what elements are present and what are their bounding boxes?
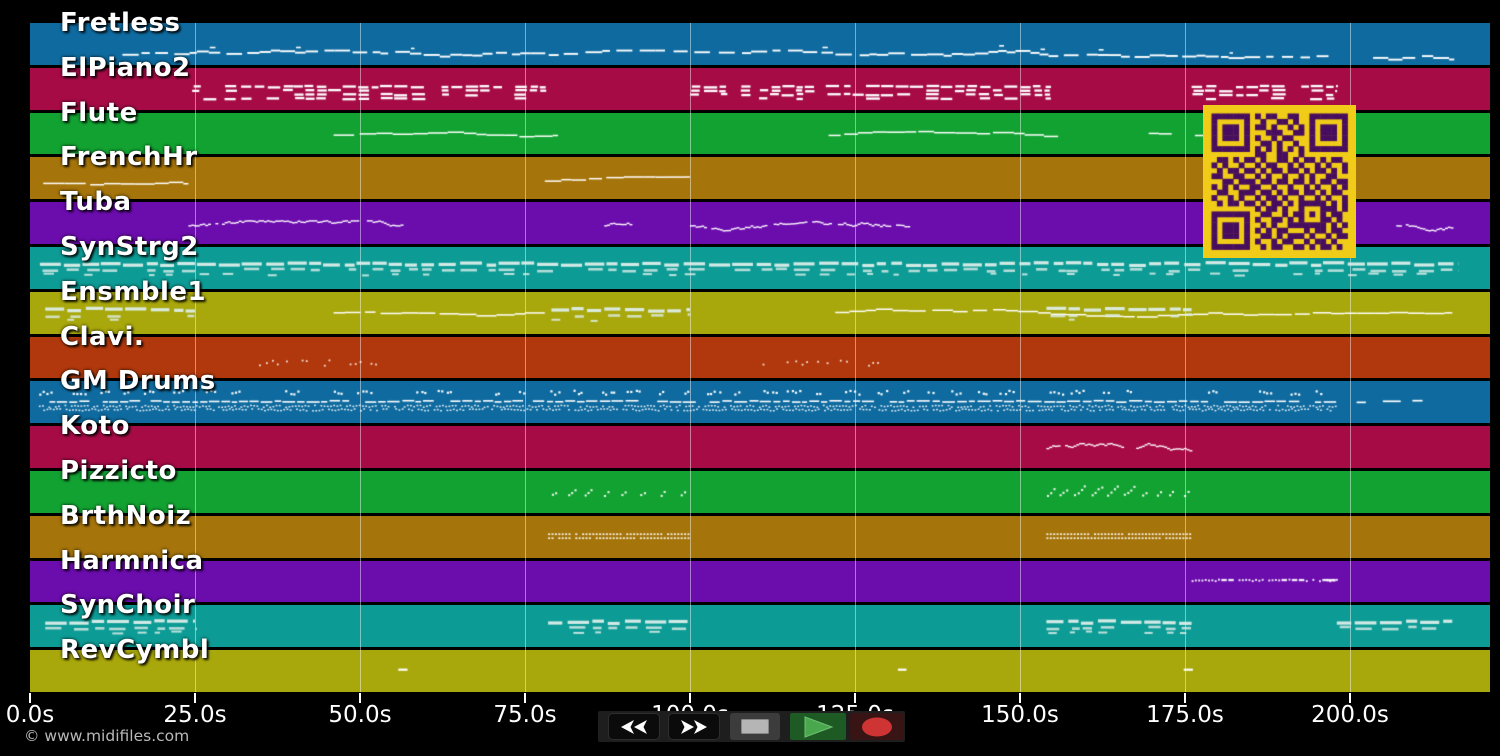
record-button[interactable] — [850, 713, 903, 740]
track-label: SynChoir — [60, 590, 196, 621]
track-label: Harmnica — [60, 545, 204, 576]
stop-button[interactable] — [730, 713, 780, 740]
rewind-icon — [621, 719, 647, 734]
rewind-button[interactable] — [608, 713, 660, 740]
track-label: FrenchHr — [60, 142, 198, 173]
transport-bar — [598, 711, 905, 742]
track-label: Flute — [60, 97, 138, 128]
track-label: BrthNoiz — [60, 500, 192, 531]
track-label: Ensmble1 — [60, 276, 207, 307]
track-label: Tuba — [60, 186, 132, 217]
track-label: GM Drums — [60, 366, 216, 397]
track-label: ElPiano2 — [60, 52, 191, 83]
fast-forward-button[interactable] — [668, 713, 720, 740]
qr-code — [1203, 105, 1356, 258]
track-label: Koto — [60, 410, 130, 441]
track-label: Fretless — [60, 7, 181, 38]
stop-icon — [741, 719, 769, 734]
track-label: Clavi. — [60, 321, 145, 352]
fast-forward-icon — [681, 719, 707, 734]
track-label: Pizzicto — [60, 455, 177, 486]
record-icon — [861, 717, 892, 736]
track-label: SynStrg2 — [60, 231, 199, 262]
play-button[interactable] — [790, 713, 846, 740]
play-icon — [804, 715, 834, 738]
track-label: RevCymbl — [60, 634, 210, 665]
